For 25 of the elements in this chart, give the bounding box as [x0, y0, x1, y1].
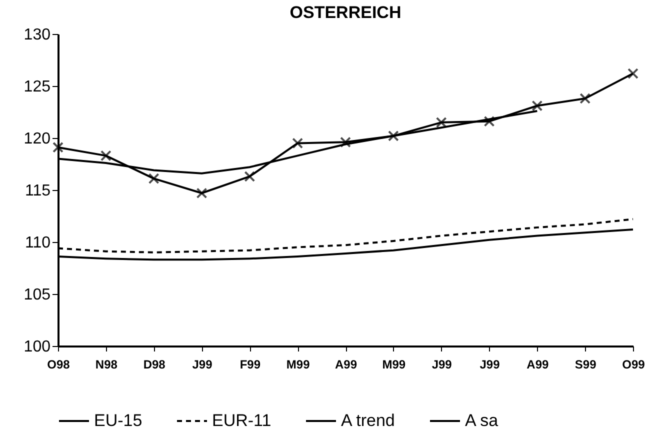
y-tick-label: 100	[24, 338, 51, 356]
x-tick-label: J99	[480, 358, 500, 372]
y-tick-label: 115	[24, 182, 51, 200]
y-tick-label: 130	[24, 26, 51, 44]
y-tick-label: 110	[24, 234, 51, 252]
x-tick-label: A99	[334, 358, 358, 372]
legend-label: EUR-11	[212, 411, 272, 430]
x-tick-label: D98	[143, 358, 166, 372]
legend-label: A trend	[341, 411, 395, 430]
chart-title: OSTERREICH	[290, 3, 402, 22]
x-tick-label: O99	[622, 358, 645, 372]
x-tick-label: J99	[432, 358, 452, 372]
x-tick-label: N98	[95, 358, 118, 372]
y-tick-label: 125	[24, 78, 51, 96]
y-tick-label: 105	[24, 286, 51, 304]
legend-label: A sa	[465, 411, 499, 430]
x-tick-label: A99	[526, 358, 549, 372]
x-tick-label: M99	[382, 358, 406, 372]
legend-label: EU-15	[94, 411, 142, 430]
x-tick-label: O98	[47, 358, 70, 372]
x-tick-label: M99	[286, 358, 310, 372]
x-tick-label: J99	[192, 358, 213, 372]
y-tick-label: 120	[24, 130, 51, 148]
x-tick-label: S99	[574, 358, 597, 372]
x-tick-label: F99	[240, 358, 261, 372]
